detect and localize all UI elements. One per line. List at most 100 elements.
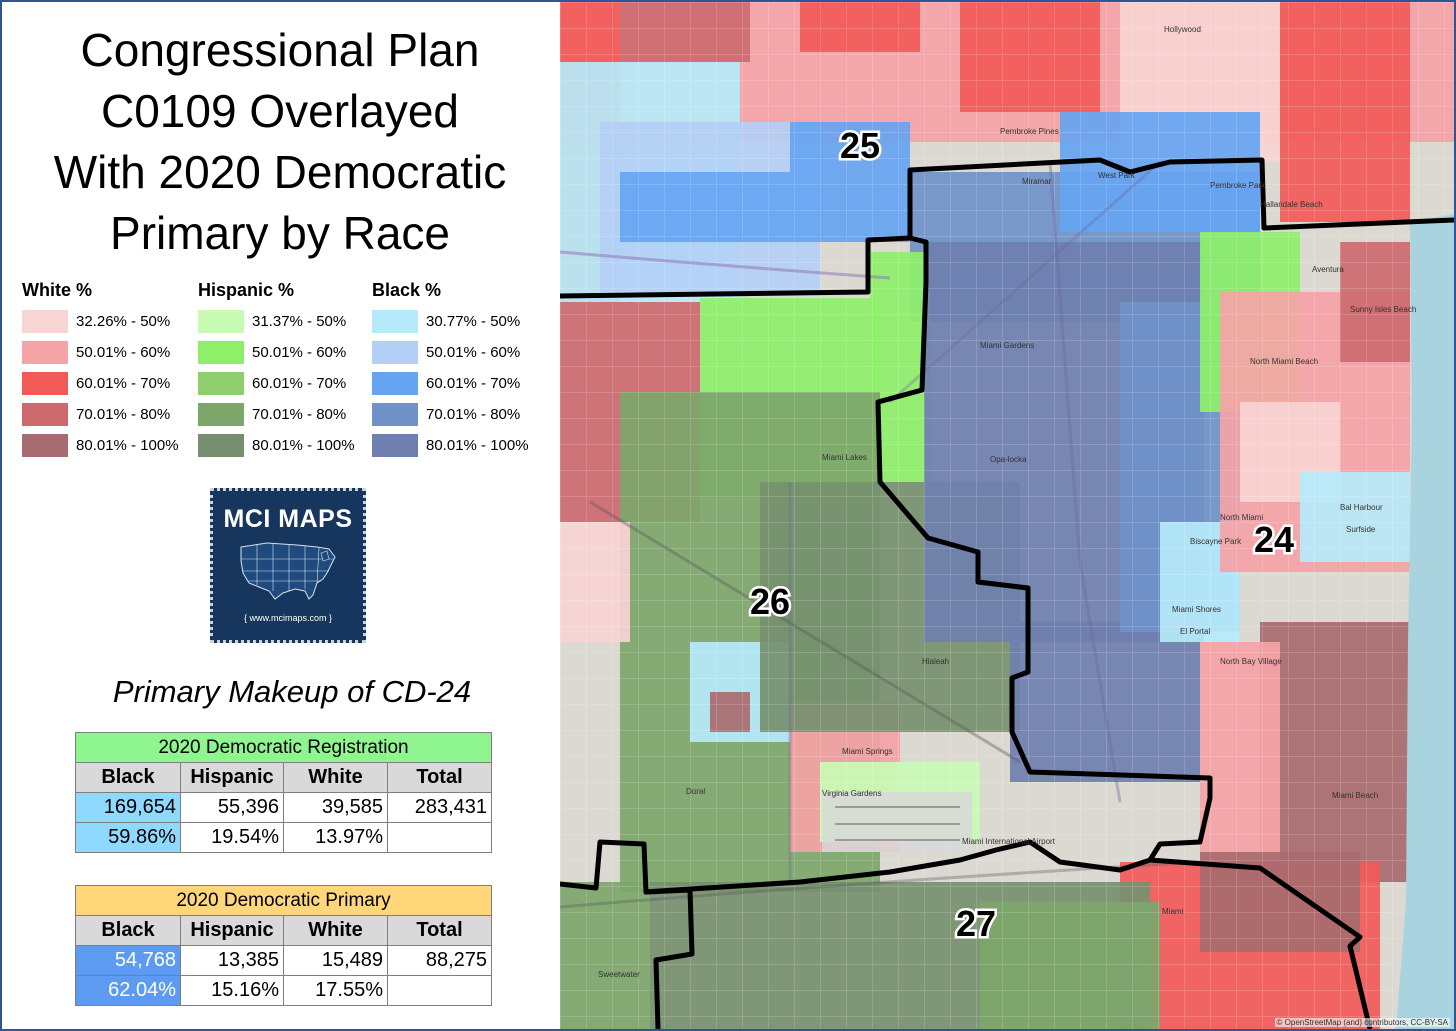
legend-label: 70.01% - 80% [252,406,347,423]
legend-label: 70.01% - 80% [76,406,171,423]
legend-item: 60.01% - 70% [372,368,547,399]
table-cell: 62.04% [75,975,181,1006]
legend-swatch [198,341,244,364]
table-cell: 88,275 [387,945,492,976]
legend-label: 60.01% - 70% [426,375,521,392]
legend-item: 50.01% - 60% [198,337,373,368]
column-header: Hispanic [180,762,284,793]
legend-item: 80.01% - 100% [372,430,547,461]
place-label: Miami International Airport [962,837,1056,846]
place-label: Biscayne Park [1190,537,1242,546]
place-label: Aventura [1312,265,1344,274]
legend-item: 32.26% - 50% [22,306,197,337]
legend-label: 32.26% - 50% [76,313,171,330]
legend-label: 31.37% - 50% [252,313,347,330]
legend-item: 31.37% - 50% [198,306,373,337]
legend-swatch [372,403,418,426]
place-label: Pembroke Pines [1000,127,1059,136]
table-cell: 283,431 [387,792,492,823]
table-header: 2020 Democratic Registration [75,732,492,763]
registration-table: 2020 Democratic Registration Black Hispa… [75,732,492,853]
place-label: Hallandale Beach [1260,200,1323,209]
street-grid [560,2,1454,1029]
airport-area [822,792,972,852]
legend-item: 60.01% - 70% [198,368,373,399]
legend-label: 50.01% - 60% [76,344,171,361]
legend-swatch [22,372,68,395]
column-header: White [283,915,388,946]
legend-swatch [22,310,68,333]
place-label: North Bay Village [1220,657,1282,666]
table-cell: 55,396 [180,792,284,823]
table-cell: 15,489 [283,945,388,976]
title-line-2: C0109 Overlayed [101,85,459,137]
title-line-1: Congressional Plan [80,24,480,76]
us-map-icon [240,542,336,600]
district-label: 24 [1254,519,1294,560]
legend-swatch [372,310,418,333]
place-label: Hollywood [1164,25,1201,34]
place-label: Virginia Gardens [822,789,881,798]
table-cell: 59.86% [75,822,181,853]
page-title: Congressional Plan C0109 Overlayed With … [2,20,558,264]
table-cell: 169,654 [75,792,181,823]
place-labels: Pembroke Pines Miramar West Park Pembroke P… [598,25,1416,979]
legend-swatch [22,341,68,364]
place-label: Miami Shores [1172,605,1221,614]
district-map[interactable]: 25 26 24 27 Pembroke Pines Miramar West Park P… [560,2,1454,1029]
place-label: Hialeah [922,657,949,666]
district-label: 27 [956,903,996,944]
table-cell: 15.16% [180,975,284,1006]
legend-item: 60.01% - 70% [22,368,197,399]
legend-heading: White % [22,280,92,300]
legend-label: 30.77% - 50% [426,313,521,330]
legend-label: 60.01% - 70% [252,375,347,392]
legend-item: 80.01% - 100% [198,430,373,461]
place-label: North Miami [1220,513,1263,522]
table-cell: 39,585 [283,792,388,823]
place-label: Miami Springs [842,747,893,756]
logo-title: MCI MAPS [223,505,353,533]
place-label: Doral [686,787,705,796]
legend-item: 50.01% - 60% [22,337,197,368]
district-label: 26 [750,581,790,622]
major-roads [560,160,1201,909]
legend-group: Black % 30.77% - 50% 50.01% - 60% 60.01% - … [372,280,547,461]
place-label: Miramar [1022,177,1052,186]
place-label: Sweetwater [598,970,640,979]
district-boundaries [560,157,1454,1029]
table-cell: 13,385 [180,945,284,976]
table-cell: 17.55% [283,975,388,1006]
legend-item: 50.01% - 60% [372,337,547,368]
column-header: White [283,762,388,793]
column-header: Total [387,762,492,793]
legend-heading: Hispanic % [198,280,295,300]
place-label: Pembroke Park [1210,181,1266,190]
legend-heading: Black % [372,280,442,300]
column-header: Black [75,915,181,946]
legend-swatch [198,434,244,457]
legend-label: 80.01% - 100% [76,437,179,454]
legend-swatch [198,372,244,395]
column-header: Total [387,915,492,946]
legend-swatch [22,403,68,426]
legend-item: 70.01% - 80% [198,399,373,430]
title-line-3: With 2020 Democratic [53,146,507,198]
place-label: West Park [1098,171,1136,180]
table-cell [387,822,492,853]
place-label: Miami Gardens [980,341,1034,350]
legend-swatch [22,434,68,457]
table-cell [387,975,492,1006]
logo-url: { www.mcimaps.com } [243,613,333,623]
legend-label: 50.01% - 60% [426,344,521,361]
legend-swatch [198,310,244,333]
map-attribution: © OpenStreetMap (and) contributors, CC-B… [1274,1018,1450,1027]
legend-label: 50.01% - 60% [252,344,347,361]
table-header: 2020 Democratic Primary [75,885,492,916]
place-label: Opa-locka [990,455,1027,464]
legend-item: 70.01% - 80% [372,399,547,430]
district-label: 25 [840,125,880,166]
place-label: Miami Lakes [822,453,867,462]
